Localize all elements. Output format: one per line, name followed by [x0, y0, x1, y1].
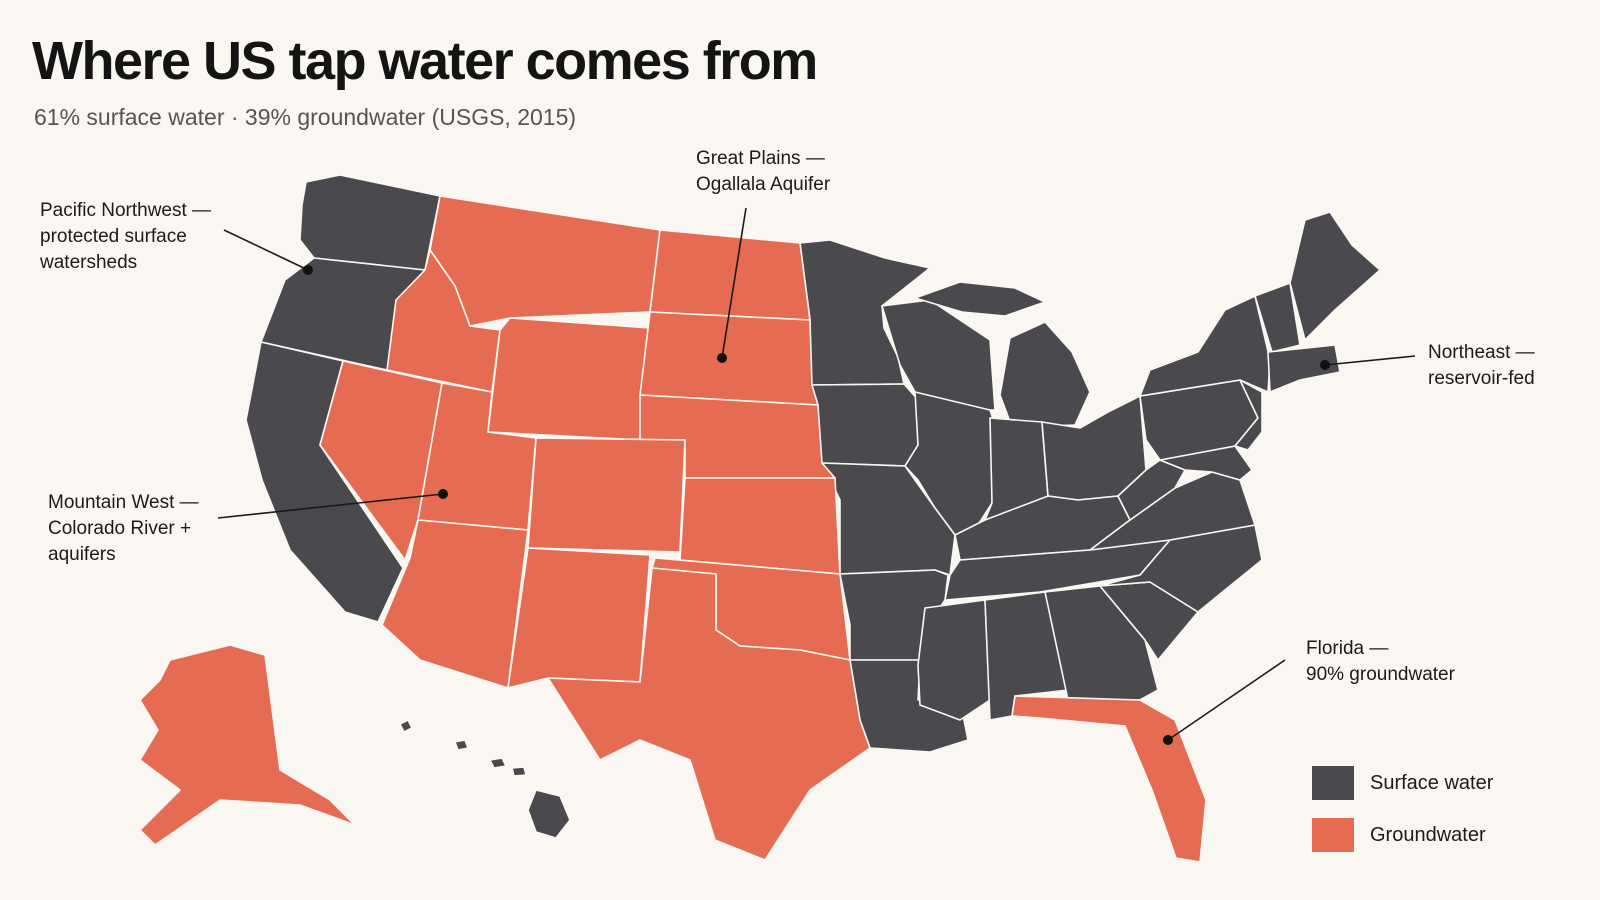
legend-label-surface: Surface water [1370, 771, 1494, 794]
state-nevada [319, 360, 443, 561]
leader-pacific-northwest [223, 229, 309, 271]
annotation-line: Great Plains — [696, 148, 825, 169]
annotation-line: Northeast — [1428, 342, 1535, 363]
state-massachusetts-ct-ri [1267, 344, 1341, 393]
legend-swatch-ground [1312, 818, 1354, 852]
state-new-mexico [507, 547, 651, 689]
annotation-northeast: Northeast — reservoir-fed [1428, 340, 1535, 392]
state-maine [1289, 211, 1381, 341]
state-new-jersey [1234, 379, 1263, 451]
state-mississippi [917, 599, 991, 721]
dot-pacific-northwest [303, 265, 313, 275]
state-kansas [679, 477, 841, 575]
annotation-line: Florida — [1306, 638, 1389, 659]
legend-groundwater: Groundwater [1312, 818, 1486, 852]
dot-northeast [1320, 360, 1330, 370]
annotation-great-plains: Great Plains — Ogallala Aquifer [696, 146, 830, 198]
annotation-line: Pacific Northwest — [40, 200, 212, 221]
state-south-dakota [639, 311, 819, 406]
annotation-line: 90% groundwater [1306, 664, 1455, 685]
state-hawaii [399, 719, 571, 839]
state-texas [547, 567, 871, 861]
annotation-line: Ogallala Aquifer [696, 174, 831, 195]
annotation-line: watersheds [40, 252, 138, 273]
annotation-line: Mountain West — [48, 492, 199, 513]
state-washington [299, 174, 441, 271]
annotation-mountain-west: Mountain West — Colorado River + aquifer… [48, 490, 199, 568]
state-vermont-nh [1254, 282, 1301, 353]
annotation-line: reservoir-fed [1428, 368, 1535, 389]
legend-swatch-surface [1312, 766, 1354, 800]
state-wisconsin [881, 299, 996, 411]
state-arizona [381, 519, 529, 689]
annotation-line: Colorado River + [48, 518, 192, 539]
dot-mountain-west [438, 489, 448, 499]
state-alaska [139, 644, 356, 846]
annotation-line: aquifers [48, 544, 116, 565]
state-michigan-upper [914, 281, 1046, 317]
state-wyoming [487, 317, 651, 441]
leader-mountain-west [217, 493, 444, 519]
legend-label-ground: Groundwater [1370, 823, 1486, 846]
dot-great-plains [717, 353, 727, 363]
state-new-york [1139, 295, 1271, 397]
annotation-leaders [217, 207, 1416, 745]
states-layer [139, 174, 1381, 863]
leader-florida [1167, 659, 1286, 741]
groundwater-states [139, 195, 1207, 863]
state-montana [429, 195, 661, 327]
annotation-pacific-northwest: Pacific Northwest — protected surface wa… [40, 198, 211, 276]
state-colorado [527, 437, 686, 553]
page-subtitle: 61% surface water · 39% groundwater (USG… [34, 104, 577, 130]
leader-great-plains [721, 207, 747, 359]
page-title: Where US tap water comes from [32, 31, 818, 91]
state-iowa [809, 383, 921, 467]
legend-surface-water: Surface water [1312, 766, 1493, 800]
state-florida [1011, 695, 1207, 863]
annotation-florida: Florida — 90% groundwater [1306, 636, 1455, 688]
leader-northeast [1324, 355, 1416, 366]
state-michigan-lower [999, 321, 1091, 428]
annotation-line: protected surface [40, 226, 187, 247]
dot-florida [1163, 735, 1173, 745]
